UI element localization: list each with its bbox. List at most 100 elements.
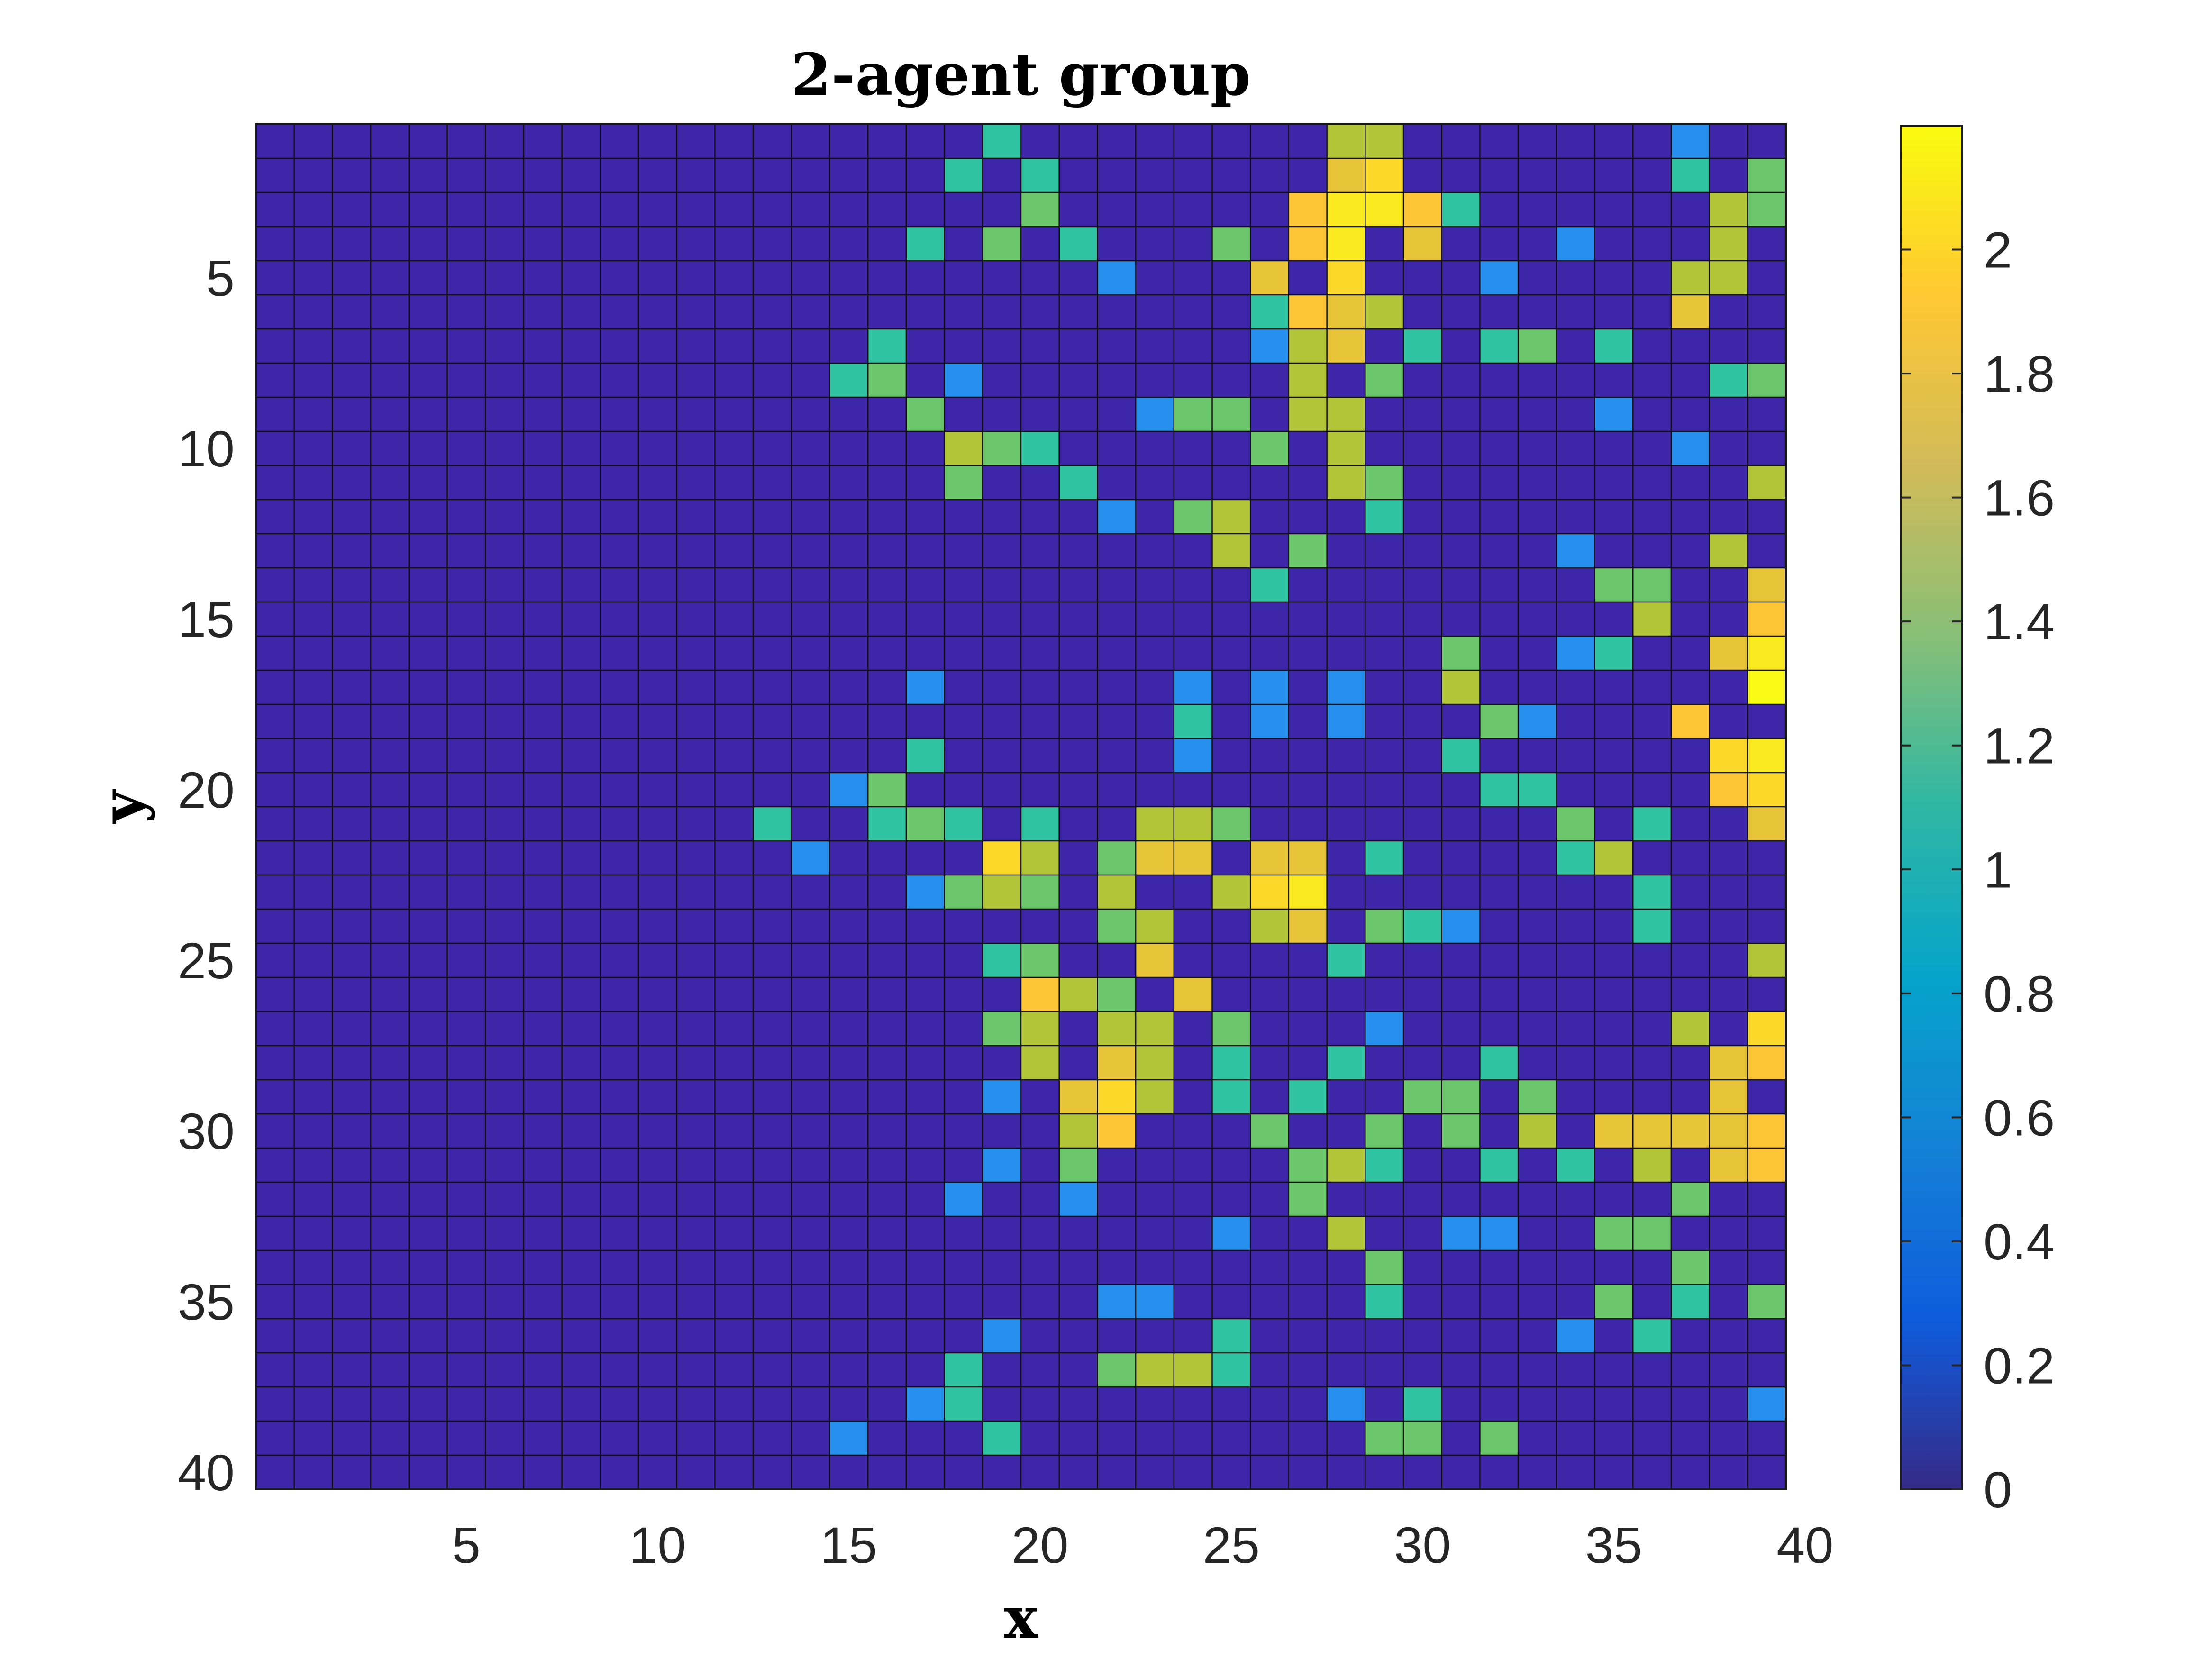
heatmap-cell [1709, 534, 1748, 568]
heatmap-cell [1136, 807, 1174, 841]
heatmap-cell [1021, 977, 1059, 1012]
heatmap-cell [1288, 1182, 1327, 1216]
heatmap-cell [1288, 1148, 1327, 1182]
heatmap-cell [944, 1387, 983, 1421]
heatmap-cell [1748, 1148, 1786, 1182]
heatmap-cell [1288, 192, 1327, 227]
heatmap-cell [906, 875, 945, 909]
heatmap-cell [1327, 431, 1365, 465]
heatmap-cell [1480, 1216, 1519, 1250]
heatmap-cell [868, 329, 906, 363]
heatmap-cell [1097, 1285, 1136, 1319]
heatmap-cell [1288, 295, 1327, 329]
heatmap-cell [1594, 636, 1633, 670]
y-tick-label: 10 [178, 420, 235, 477]
colorbar-tick-label: 1 [1984, 841, 2012, 898]
heatmap-cell [1250, 431, 1289, 465]
heatmap-cell [1250, 841, 1289, 875]
heatmap-cell [1671, 1182, 1710, 1216]
heatmap-cell [1327, 295, 1365, 329]
heatmap-cell [1709, 773, 1748, 807]
heatmap-cell [1250, 875, 1289, 909]
heatmap-cell [1671, 124, 1710, 158]
x-axis-label: x [1004, 1585, 1038, 1651]
heatmap-cell [1365, 1148, 1403, 1182]
heatmap-cell [1365, 363, 1403, 397]
heatmap-cell [1059, 1148, 1098, 1182]
heatmap-cell [1365, 841, 1403, 875]
heatmap-cell [1441, 670, 1480, 704]
heatmap-cell [1709, 227, 1748, 261]
heatmap-cell [1288, 909, 1327, 943]
heatmap-cell [1365, 192, 1403, 227]
heatmap-cell [1021, 192, 1059, 227]
colorbar-tick-label: 0 [1984, 1461, 2012, 1518]
heatmap-cell [1174, 807, 1212, 841]
heatmap-cell [1633, 1319, 1671, 1353]
heatmap-cell [1327, 704, 1365, 738]
heatmap-cell [1709, 192, 1748, 227]
heatmap-cell [1174, 704, 1212, 738]
heatmap-cell [944, 875, 983, 909]
heatmap-cell [1097, 1114, 1136, 1148]
colorbar-tick-label: 1.6 [1984, 469, 2055, 527]
heatmap-cell [1136, 1353, 1174, 1387]
heatmap-cell [1059, 1182, 1098, 1216]
heatmap-cell [1365, 909, 1403, 943]
heatmap-cell [1480, 704, 1519, 738]
heatmap-cell [1556, 534, 1595, 568]
heatmap-cell [1518, 1080, 1557, 1114]
heatmap-cell [1212, 875, 1251, 909]
heatmap-cell [1212, 1080, 1251, 1114]
heatmap-cell [1441, 1080, 1480, 1114]
heatmap-cell [1097, 1046, 1136, 1080]
heatmap-cell [1212, 500, 1251, 534]
heatmap-cell [1709, 1080, 1748, 1114]
colorbar-tick-label: 0.8 [1984, 965, 2055, 1022]
x-tick-label: 30 [1394, 1516, 1451, 1574]
heatmap-cell [1136, 841, 1174, 875]
heatmap-cell [1327, 261, 1365, 295]
heatmap-cell [1136, 1285, 1174, 1319]
heatmap-cell [1633, 568, 1671, 602]
heatmap-cell [1174, 1353, 1212, 1387]
heatmap-cell [1327, 1216, 1365, 1250]
heatmap-cell [983, 227, 1021, 261]
y-tick-label: 35 [178, 1273, 235, 1331]
heatmap-cell [753, 807, 792, 841]
heatmap-cell [791, 841, 830, 875]
heatmap-cell [1441, 1114, 1480, 1148]
heatmap-cell [1709, 261, 1748, 295]
heatmap-cell [1748, 807, 1786, 841]
y-tick-label: 40 [178, 1444, 235, 1501]
heatmap-cell [1365, 1012, 1403, 1046]
heatmap-cell [1518, 773, 1557, 807]
heatmap-cell [868, 363, 906, 397]
heatmap-cell [1518, 1114, 1557, 1148]
heatmap-cell [944, 807, 983, 841]
heatmap-cell [983, 1148, 1021, 1182]
heatmap-cell [1136, 397, 1174, 431]
heatmap-cell [1748, 738, 1786, 773]
heatmap-cell [1250, 295, 1289, 329]
chart-title: 2-agent group [791, 40, 1251, 109]
heatmap-cell [1365, 1114, 1403, 1148]
heatmap-cell [1021, 807, 1059, 841]
heatmap-cell [1633, 602, 1671, 636]
heatmap-cell [1174, 397, 1212, 431]
heatmap-cell [944, 363, 983, 397]
heatmap-cell [1250, 909, 1289, 943]
heatmap-cell [1748, 158, 1786, 192]
heatmap-cell [1480, 1148, 1519, 1182]
heatmap-cell [1097, 841, 1136, 875]
heatmap-cell [1059, 1114, 1098, 1148]
heatmap-cell [1250, 329, 1289, 363]
heatmap-cell [1327, 124, 1365, 158]
heatmap-cell [868, 773, 906, 807]
heatmap-cell [1174, 670, 1212, 704]
heatmap-cell [1250, 261, 1289, 295]
heatmap-cell [1480, 1421, 1519, 1455]
heatmap-cell [1594, 1216, 1633, 1250]
heatmap-cell [1403, 1080, 1442, 1114]
heatmap-cell [1059, 227, 1098, 261]
